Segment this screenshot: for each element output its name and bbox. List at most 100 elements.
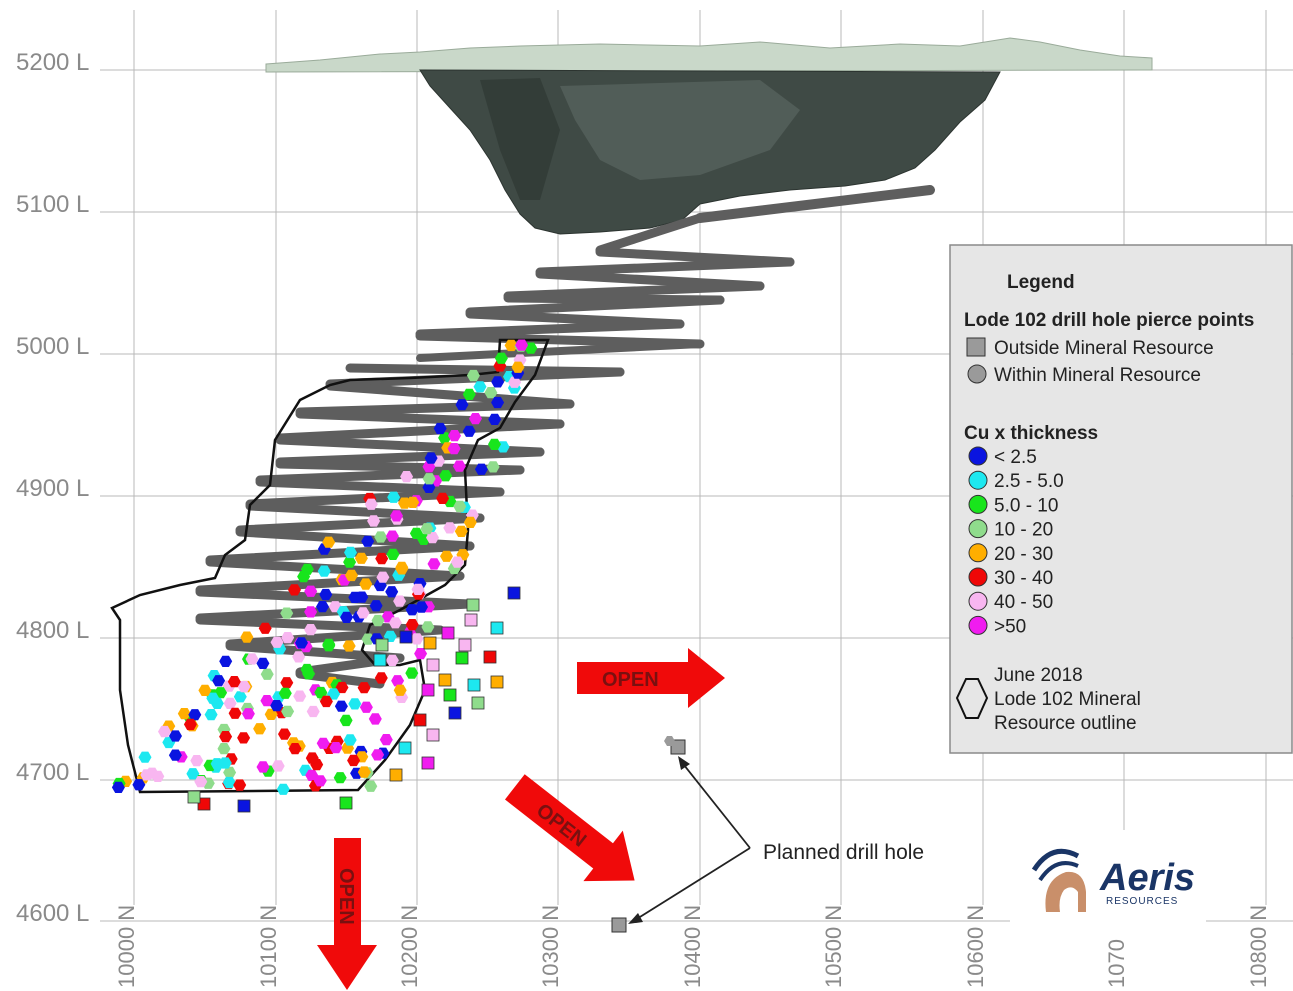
pierce-point-within — [466, 369, 480, 382]
legend-swatch — [968, 494, 988, 514]
pierce-point-within — [376, 571, 390, 583]
planned-target-hexagon — [664, 736, 675, 746]
pierce-point-within — [256, 761, 270, 773]
pierce-point-within — [333, 772, 347, 784]
pierce-point-within — [385, 654, 399, 666]
pierce-point-within — [515, 339, 529, 351]
legend-swatch — [968, 470, 988, 490]
pierce-point-within — [223, 697, 237, 709]
logo-name: Aeris — [1099, 857, 1195, 899]
pierce-point-within — [364, 780, 378, 792]
open-arrow-southeast: OPEN — [504, 774, 635, 882]
pierce-point-within — [256, 657, 270, 669]
level-label: 5100 L — [16, 191, 89, 218]
pierce-point-within — [393, 595, 407, 607]
pierce-point-outside — [421, 683, 435, 697]
open-label: OPEN — [602, 669, 659, 691]
pierce-point-within — [367, 515, 381, 527]
pierce-point-within — [260, 668, 274, 680]
pierce-point-within — [415, 601, 428, 613]
legend-bin-label: < 2.5 — [994, 447, 1037, 468]
pierce-point-within — [335, 681, 349, 694]
pierce-point-within — [474, 463, 488, 475]
pierce-point-within — [260, 695, 274, 707]
pierce-point-within — [322, 536, 336, 548]
northing-label: 10800 N — [1246, 905, 1271, 988]
pierce-point-within — [316, 737, 330, 749]
logo-hand — [1045, 871, 1086, 912]
arrow-shape — [317, 838, 377, 990]
pierce-point-outside — [375, 638, 389, 652]
outside-resource-square-icon — [966, 337, 986, 357]
legend-outline-line-3: Resource outline — [994, 713, 1137, 734]
legend-bin-label: 2.5 - 5.0 — [994, 471, 1064, 492]
northing-label: 1070 — [1104, 939, 1129, 988]
drill-hole-pierce-points — [111, 339, 538, 813]
legend-bin-label: 20 - 30 — [994, 544, 1053, 565]
pierce-point-within — [409, 527, 423, 539]
pierce-point-within — [359, 578, 373, 590]
pierce-point-within — [508, 376, 522, 388]
decline-segment — [416, 340, 704, 362]
pierce-point-within — [385, 530, 399, 542]
pierce-point-within — [228, 707, 242, 719]
pierce-point-within — [241, 708, 255, 720]
pierce-point-within — [455, 399, 469, 411]
pierce-point-within — [222, 776, 236, 789]
pierce-point-within — [484, 387, 498, 399]
outline-hexagon-icon — [955, 678, 989, 719]
decline-segment — [595, 213, 705, 255]
callout-line — [631, 847, 751, 923]
planned-drill-hole-label: Planned drill hole — [763, 841, 924, 864]
pierce-point-outside — [237, 799, 251, 813]
pierce-point-within — [424, 452, 438, 464]
pierce-point-within — [355, 591, 369, 603]
pierce-point-within — [245, 653, 259, 665]
pierce-point-within — [494, 352, 508, 364]
pierce-point-within — [439, 470, 453, 482]
pierce-point-outside — [187, 790, 201, 804]
northing-label: 10600 N — [963, 905, 988, 988]
pierce-point-within — [300, 563, 314, 575]
pierce-point-within — [258, 622, 272, 634]
pierce-point-within — [188, 709, 202, 721]
arrow-shape — [504, 774, 635, 882]
pierce-point-outside — [490, 621, 504, 635]
pierce-point-within — [443, 522, 457, 534]
pierce-point-within — [343, 556, 357, 568]
legend-bin-label: 5.0 - 10 — [994, 495, 1058, 516]
pierce-point-within — [447, 443, 461, 455]
callout-arrowhead — [628, 913, 643, 924]
pierce-point-within — [198, 684, 212, 696]
pierce-point-within — [420, 523, 434, 535]
pierce-point-within — [368, 713, 382, 725]
pierce-point-within — [322, 640, 336, 652]
pierce-point-within — [400, 471, 414, 483]
callout-line — [679, 759, 751, 849]
pierce-point-within — [405, 667, 419, 679]
pierce-point-within — [422, 481, 436, 493]
pierce-point-within — [145, 767, 159, 779]
pierce-point-within — [453, 500, 467, 513]
pierce-point-within — [379, 734, 393, 746]
aeris-logo: Aeris RESOURCES — [1010, 830, 1206, 930]
pierce-point-within — [264, 708, 278, 720]
pierce-point-within — [364, 498, 378, 510]
pierce-point-within — [313, 775, 327, 787]
pierce-point-within — [414, 648, 428, 660]
level-labels: 5200 L 5100 L 5000 L 4900 L 4800 L 4700 … — [16, 49, 89, 927]
pierce-point-within — [270, 636, 284, 648]
pierce-point-within — [357, 682, 371, 694]
pierce-point-within — [295, 637, 308, 649]
pierce-point-within — [305, 752, 319, 764]
level-label: 4800 L — [16, 617, 89, 644]
pierce-point-within — [450, 556, 464, 568]
open-label: OPEN — [335, 868, 357, 925]
legend-bin-label: 30 - 40 — [994, 568, 1053, 589]
pierce-point-within — [463, 516, 477, 528]
pierce-point-within — [511, 361, 525, 373]
pierce-point-within — [319, 588, 333, 601]
pierce-point-within — [237, 732, 251, 744]
pierce-point-within — [319, 695, 333, 708]
pierce-point-within — [374, 672, 388, 684]
